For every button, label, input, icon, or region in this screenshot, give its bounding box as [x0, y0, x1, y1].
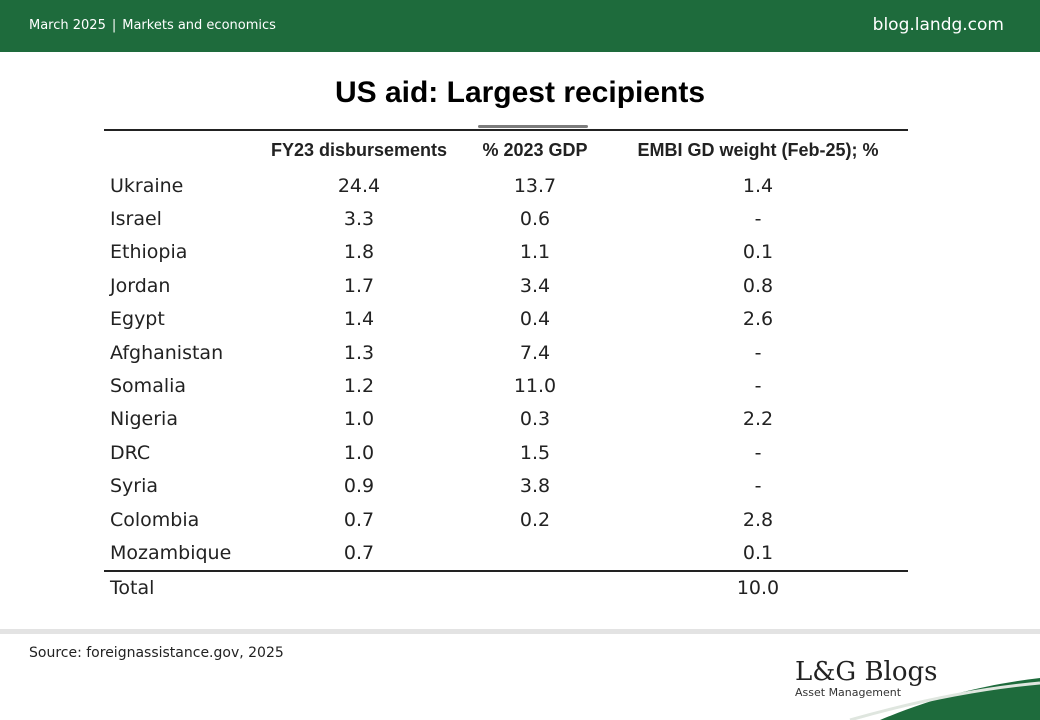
value-cell: 0.7	[343, 541, 375, 564]
header-bar: March 2025 | Markets and economics blog.la…	[0, 0, 1040, 52]
country-cell: Colombia	[110, 508, 200, 531]
country-cell: Ethiopia	[110, 241, 188, 264]
page-title: US aid: Largest recipients	[334, 76, 706, 109]
country-cell: Nigeria	[110, 408, 178, 431]
clipped-text-artifact	[478, 122, 588, 130]
value-cell: 1.4	[742, 174, 774, 197]
table-row: Syria 0.9 3.8 -	[104, 470, 908, 503]
header-separator: |	[111, 18, 117, 33]
value-cell: 0.2	[519, 508, 551, 531]
value-cell: 7.4	[519, 341, 551, 364]
value-cell: 2.2	[742, 408, 774, 431]
header-category[interactable]: Markets and economics	[122, 18, 276, 33]
header-date: March 2025	[29, 18, 106, 33]
value-cell: 0.3	[519, 408, 551, 431]
value-cell: 1.0	[343, 441, 375, 464]
logo-subtitle: Asset Management	[795, 686, 902, 699]
table-row: Jordan 1.7 3.4 0.8	[104, 269, 908, 302]
table-header-row: FY23 disbursements % 2023 GDP EMBI GD we…	[104, 131, 908, 169]
value-cell: 24.4	[337, 174, 381, 197]
brand-logo: L&G Blogs Asset Management	[795, 657, 938, 699]
value-cell: 0.1	[742, 541, 774, 564]
country-cell: DRC	[110, 441, 151, 464]
total-value	[256, 569, 462, 606]
country-cell: Syria	[110, 475, 159, 498]
value-cell: 1.5	[519, 441, 551, 464]
table-body: Ukraine 24.4 13.7 1.4 Israel 3.3 0.6 - Ethiopia 1…	[104, 169, 908, 606]
table-total-row: Total 10.0	[104, 569, 908, 606]
header-meta: March 2025 | Markets and economics	[29, 18, 276, 33]
value-cell: 3.4	[519, 274, 551, 297]
value-cell: 0.8	[742, 274, 774, 297]
country-cell: Jordan	[110, 274, 171, 297]
country-cell: Mozambique	[110, 541, 232, 564]
country-cell: Ukraine	[110, 174, 184, 197]
site-link[interactable]: blog.landg.com	[872, 15, 1004, 35]
table-row: Nigeria 1.0 0.3 2.2	[104, 403, 908, 436]
value-cell: 1.1	[519, 241, 551, 264]
value-cell: 0.7	[343, 508, 375, 531]
table-row: Afghanistan 1.3 7.4 -	[104, 336, 908, 369]
value-cell: 3.8	[519, 475, 551, 498]
country-cell: Israel	[110, 208, 162, 231]
value-cell: 1.2	[343, 375, 375, 398]
table-row: Egypt 1.4 0.4 2.6	[104, 303, 908, 336]
value-cell: 1.7	[343, 274, 375, 297]
value-cell: 11.0	[513, 375, 557, 398]
column-header: EMBI GD weight (Feb-25); %	[637, 139, 879, 160]
country-cell: Egypt	[110, 308, 165, 331]
value-cell: -	[754, 341, 762, 364]
value-cell: 1.3	[343, 341, 375, 364]
country-cell: Somalia	[110, 375, 187, 398]
value-cell: -	[754, 441, 762, 464]
aid-table: FY23 disbursements % 2023 GDP EMBI GD we…	[104, 129, 908, 606]
table-row: Israel 3.3 0.6 -	[104, 202, 908, 235]
value-cell: 0.6	[519, 208, 551, 231]
value-cell: 0.4	[519, 308, 551, 331]
value-cell: 1.0	[343, 408, 375, 431]
total-value	[462, 569, 608, 606]
table-row: Colombia 0.7 0.2 2.8	[104, 503, 908, 536]
total-label: Total	[104, 569, 256, 606]
value-cell: 2.8	[742, 508, 774, 531]
table-row: Mozambique 0.7 0.1	[104, 536, 908, 570]
table-top-rule	[104, 129, 908, 131]
table-row: DRC 1.0 1.5 -	[104, 436, 908, 469]
logo-wordmark: L&G Blogs	[795, 657, 938, 687]
value-cell: 13.7	[513, 174, 557, 197]
table-row: Somalia 1.2 11.0 -	[104, 369, 908, 402]
value-cell: -	[754, 475, 762, 498]
value-cell: 2.6	[742, 308, 774, 331]
table-row: Ethiopia 1.8 1.1 0.1	[104, 236, 908, 269]
data-table: FY23 disbursements % 2023 GDP EMBI GD we…	[104, 131, 908, 606]
column-header: FY23 disbursements	[270, 139, 448, 160]
footer-divider	[0, 629, 1040, 634]
value-cell: 1.4	[343, 308, 375, 331]
value-cell: 3.3	[343, 208, 375, 231]
value-cell: -	[754, 208, 762, 231]
value-cell: 0.9	[343, 475, 375, 498]
table-row: Ukraine 24.4 13.7 1.4	[104, 169, 908, 202]
value-cell: 1.8	[343, 241, 375, 264]
total-value: 10.0	[608, 569, 908, 606]
value-cell: 0.1	[742, 241, 774, 264]
column-header: % 2023 GDP	[482, 139, 588, 160]
source-note: Source: foreignassistance.gov, 2025	[29, 645, 284, 661]
country-cell: Afghanistan	[110, 341, 224, 364]
value-cell: -	[754, 375, 762, 398]
